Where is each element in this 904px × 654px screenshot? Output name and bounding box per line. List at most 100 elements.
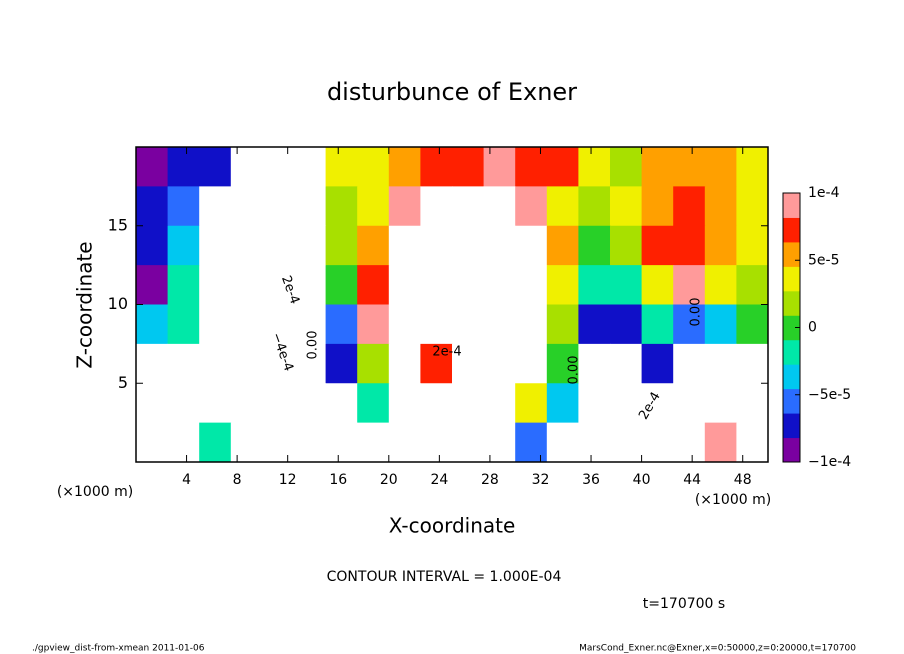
heatmap-cell xyxy=(736,422,769,463)
heatmap-cell xyxy=(515,265,548,305)
x-unit-label: (×1000 m) xyxy=(57,484,133,500)
heatmap-cell xyxy=(546,265,579,305)
heatmap-cell xyxy=(388,265,421,305)
heatmap-cell xyxy=(325,343,358,384)
heatmap-cell xyxy=(673,265,706,305)
heatmap-cell xyxy=(515,147,548,187)
heatmap-cell xyxy=(420,343,453,384)
x-tick-label: 8 xyxy=(233,472,242,488)
heatmap-cell xyxy=(167,343,200,384)
heatmap-cell xyxy=(578,343,611,384)
heatmap-cell xyxy=(294,383,327,424)
heatmap-cell xyxy=(578,265,611,305)
x-tick-label: 28 xyxy=(481,472,499,488)
colorbar-tick-label: 1e-4 xyxy=(808,185,840,201)
heatmap-cell xyxy=(420,147,453,187)
contour-label: 0.00 xyxy=(567,356,582,385)
contour-label: 0.00 xyxy=(306,331,321,360)
heatmap-cell xyxy=(515,422,548,463)
heatmap-cell xyxy=(578,383,611,424)
x-tick-label: 40 xyxy=(633,472,651,488)
heatmap-cell xyxy=(673,343,706,384)
heatmap-cell xyxy=(230,343,263,384)
heatmap-cell xyxy=(262,225,295,266)
footer-left: ./gpview_dist-from-xmean 2011-01-06 xyxy=(32,644,205,654)
heatmap-cell xyxy=(641,304,674,345)
heatmap-cell xyxy=(230,422,263,463)
heatmap-cell xyxy=(230,225,263,266)
heatmap-cell xyxy=(736,343,769,384)
heatmap-cell xyxy=(452,343,485,384)
heatmap-cell xyxy=(736,186,769,227)
heatmap-cell xyxy=(641,147,674,187)
heatmap-cell xyxy=(167,225,200,266)
contour-label: 2e-4 xyxy=(432,345,461,360)
heatmap-cell xyxy=(736,147,769,187)
heatmap-cell xyxy=(673,186,706,227)
x-unit-label: (×1000 m) xyxy=(695,492,771,508)
heatmap-cell xyxy=(230,265,263,305)
heatmap-cell xyxy=(294,186,327,227)
heatmap-cell xyxy=(357,343,390,384)
heatmap-cell xyxy=(325,147,358,187)
heatmap-cell xyxy=(230,147,263,187)
heatmap-cell xyxy=(673,225,706,266)
x-tick-label: 36 xyxy=(582,472,600,488)
heatmap-cell xyxy=(167,147,200,187)
heatmap-cell xyxy=(136,304,169,345)
heatmap-cell xyxy=(673,147,706,187)
y-tick-label: 5 xyxy=(118,373,128,392)
heatmap-cell xyxy=(610,265,643,305)
heatmap-cell xyxy=(357,147,390,187)
heatmap-cell xyxy=(704,422,737,463)
heatmap-cell xyxy=(546,343,579,384)
heatmap-cell xyxy=(262,383,295,424)
heatmap-cell xyxy=(515,225,548,266)
heatmap-cell xyxy=(357,265,390,305)
heatmap-cell xyxy=(199,304,232,345)
heatmap-cell xyxy=(641,225,674,266)
heatmap-cell xyxy=(641,186,674,227)
heatmap-cell xyxy=(546,304,579,345)
heatmap-cell xyxy=(388,147,421,187)
colorbar-tick-label: 0 xyxy=(808,320,817,336)
heatmap-cell xyxy=(452,422,485,463)
heatmap-cell xyxy=(136,265,169,305)
heatmap-cell xyxy=(199,147,232,187)
x-tick-label: 4 xyxy=(182,472,191,488)
heatmap-cell xyxy=(167,422,200,463)
heatmap-cell xyxy=(294,225,327,266)
heatmap-cell xyxy=(546,383,579,424)
heatmap-cell xyxy=(262,147,295,187)
x-tick-label: 16 xyxy=(329,472,347,488)
heatmap-cell xyxy=(641,343,674,384)
contour-label: 0.00 xyxy=(689,298,704,327)
heatmap-cell xyxy=(230,304,263,345)
heatmap-cell xyxy=(704,304,737,345)
heatmap-cell xyxy=(199,422,232,463)
heatmap-cell xyxy=(704,147,737,187)
heatmap-cell xyxy=(199,383,232,424)
heatmap-cell xyxy=(230,186,263,227)
heatmap-cell xyxy=(199,186,232,227)
heatmap-cell xyxy=(704,383,737,424)
heatmap-cell xyxy=(388,343,421,384)
heatmap-cell xyxy=(578,147,611,187)
y-tick-label: 15 xyxy=(108,215,128,234)
heatmap-cell xyxy=(136,422,169,463)
heatmap-cell xyxy=(262,265,295,305)
y-tick-label: 10 xyxy=(108,294,128,313)
heatmap-cell xyxy=(357,304,390,345)
heatmap-cell xyxy=(483,343,516,384)
heatmap-cell xyxy=(546,147,579,187)
heatmap-cell xyxy=(546,422,579,463)
heatmap-cell xyxy=(325,304,358,345)
heatmap-cell xyxy=(199,265,232,305)
x-tick-label: 20 xyxy=(380,472,398,488)
colorbar-swatch xyxy=(783,266,800,292)
heatmap-cell xyxy=(262,343,295,384)
heatmap-cell xyxy=(515,343,548,384)
heatmap-cell xyxy=(136,147,169,187)
heatmap-cell xyxy=(452,383,485,424)
heatmap-cell xyxy=(136,383,169,424)
